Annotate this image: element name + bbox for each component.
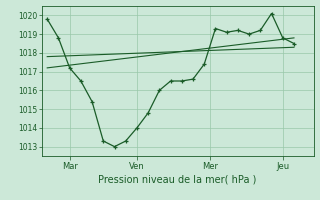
X-axis label: Pression niveau de la mer( hPa ): Pression niveau de la mer( hPa )	[99, 175, 257, 185]
